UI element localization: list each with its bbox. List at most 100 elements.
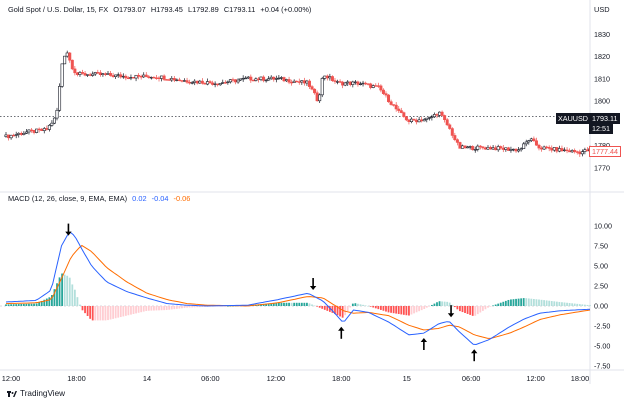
candle-body xyxy=(188,81,192,84)
candle-body xyxy=(162,75,166,80)
candle-body xyxy=(328,76,332,79)
macd-histogram-bar xyxy=(300,302,303,306)
candle-body xyxy=(103,73,107,75)
candle-body xyxy=(455,139,459,143)
candle-body xyxy=(218,82,222,86)
macd-histogram-bar xyxy=(415,306,418,313)
macd-histogram-bar xyxy=(288,302,290,306)
candle-body xyxy=(277,77,281,80)
time-tick-label: 18:00 xyxy=(67,374,86,383)
macd-value: 0.02 xyxy=(132,194,147,203)
macd-histogram-bar xyxy=(86,306,89,316)
macd-histogram-bar xyxy=(150,306,153,311)
macd-histogram-bar xyxy=(201,306,204,307)
candle-body xyxy=(297,81,301,83)
macd-histogram-bar xyxy=(51,295,53,306)
macd-histogram-bar xyxy=(165,306,168,311)
macd-histogram-bar xyxy=(114,306,117,319)
chart-header: Gold Spot / U.S. Dollar, 15, FX O1793.07… xyxy=(8,5,314,14)
candle-body xyxy=(330,76,334,81)
macd-histogram-bar xyxy=(127,306,130,316)
macd-histogram-bar xyxy=(568,303,571,306)
candle-body xyxy=(78,72,82,75)
candle-body xyxy=(42,128,46,131)
macd-histogram-bar xyxy=(395,306,398,314)
macd-histogram-bar xyxy=(464,306,466,314)
candle-body xyxy=(537,144,541,149)
macd-tick-label: -5.00 xyxy=(594,342,610,351)
macd-histogram-bar xyxy=(494,304,497,306)
macd-histogram-bar xyxy=(507,299,510,306)
macd-histogram-bar xyxy=(397,306,400,315)
candle-body xyxy=(310,86,314,90)
macd-histogram-bar xyxy=(520,298,523,306)
candle-body xyxy=(193,80,197,83)
macd-histogram-bar xyxy=(545,300,548,306)
candle-body xyxy=(221,82,225,84)
candle-body xyxy=(106,73,110,75)
candle-body xyxy=(17,132,21,135)
candle-body xyxy=(195,80,199,84)
candle-body xyxy=(157,77,161,79)
macd-histogram-bar xyxy=(538,299,540,306)
macd-histogram-bar xyxy=(311,304,313,306)
macd-histogram-bar xyxy=(423,306,426,310)
macd-histogram-bar xyxy=(137,306,140,313)
candle-body xyxy=(557,148,561,152)
macd-histogram-bar xyxy=(548,300,551,306)
candle-body xyxy=(228,79,232,83)
macd-histogram-bar xyxy=(119,306,122,318)
macd-histogram-bar xyxy=(344,306,347,316)
candle-body xyxy=(440,111,444,116)
symbol-title[interactable]: Gold Spot / U.S. Dollar, 15, FX xyxy=(8,5,109,14)
time-tick-label: 15 xyxy=(403,374,411,383)
macd-tick-label: -7.50 xyxy=(594,362,610,371)
macd-histogram-bar xyxy=(117,306,120,318)
brand-name: TradingView xyxy=(20,389,66,398)
candle-body xyxy=(353,81,357,83)
candle-body xyxy=(392,104,396,106)
candle-body xyxy=(565,149,569,152)
candle-body xyxy=(394,104,398,110)
candle-body xyxy=(137,74,141,77)
macd-histogram-bar xyxy=(89,306,92,319)
macd-title[interactable]: MACD (12, 26, close, 9, EMA, EMA) xyxy=(8,194,128,203)
time-tick-label: 06:00 xyxy=(201,374,220,383)
candle-body xyxy=(22,133,26,135)
candle-body xyxy=(545,146,549,149)
macd-histogram-bar xyxy=(40,300,43,306)
tradingview-logo-icon xyxy=(7,390,17,397)
price-tick-label: 1810 xyxy=(594,74,610,83)
macd-histogram-bar xyxy=(132,306,135,315)
macd-tick-label: 5.00 xyxy=(594,262,608,271)
macd-histogram-bar xyxy=(188,306,191,308)
candle-body xyxy=(124,75,128,79)
macd-histogram-bar xyxy=(270,303,273,306)
macd-histogram-bar xyxy=(558,301,561,306)
candle-body xyxy=(511,148,515,151)
candle-body xyxy=(318,94,322,102)
candle-body xyxy=(529,138,533,141)
candle-body xyxy=(443,115,447,120)
macd-histogram-bar xyxy=(163,306,166,311)
candle-body xyxy=(361,82,365,85)
macd-histogram-bar xyxy=(583,304,586,306)
macd-histogram-bar xyxy=(303,302,306,306)
macd-histogram-bar xyxy=(272,303,275,306)
macd-histogram-bar xyxy=(466,306,469,314)
macd-histogram-bar xyxy=(84,306,86,314)
candle-body xyxy=(9,134,13,139)
macd-legend: MACD (12, 26, close, 9, EMA, EMA) 0.02 -… xyxy=(8,194,193,203)
candle-body xyxy=(522,143,526,149)
tradingview-watermark[interactable]: TradingView xyxy=(7,389,65,398)
candle-body xyxy=(267,78,271,81)
ohlc-close: C1793.11 xyxy=(223,5,256,14)
macd-histogram-bar xyxy=(532,298,535,306)
macd-histogram-bar xyxy=(334,306,336,315)
candle-body xyxy=(52,117,56,124)
macd-histogram-bar xyxy=(392,306,395,314)
macd-tick-label: 0.00 xyxy=(594,302,608,311)
candle-body xyxy=(555,147,559,152)
candle-body xyxy=(397,108,401,111)
